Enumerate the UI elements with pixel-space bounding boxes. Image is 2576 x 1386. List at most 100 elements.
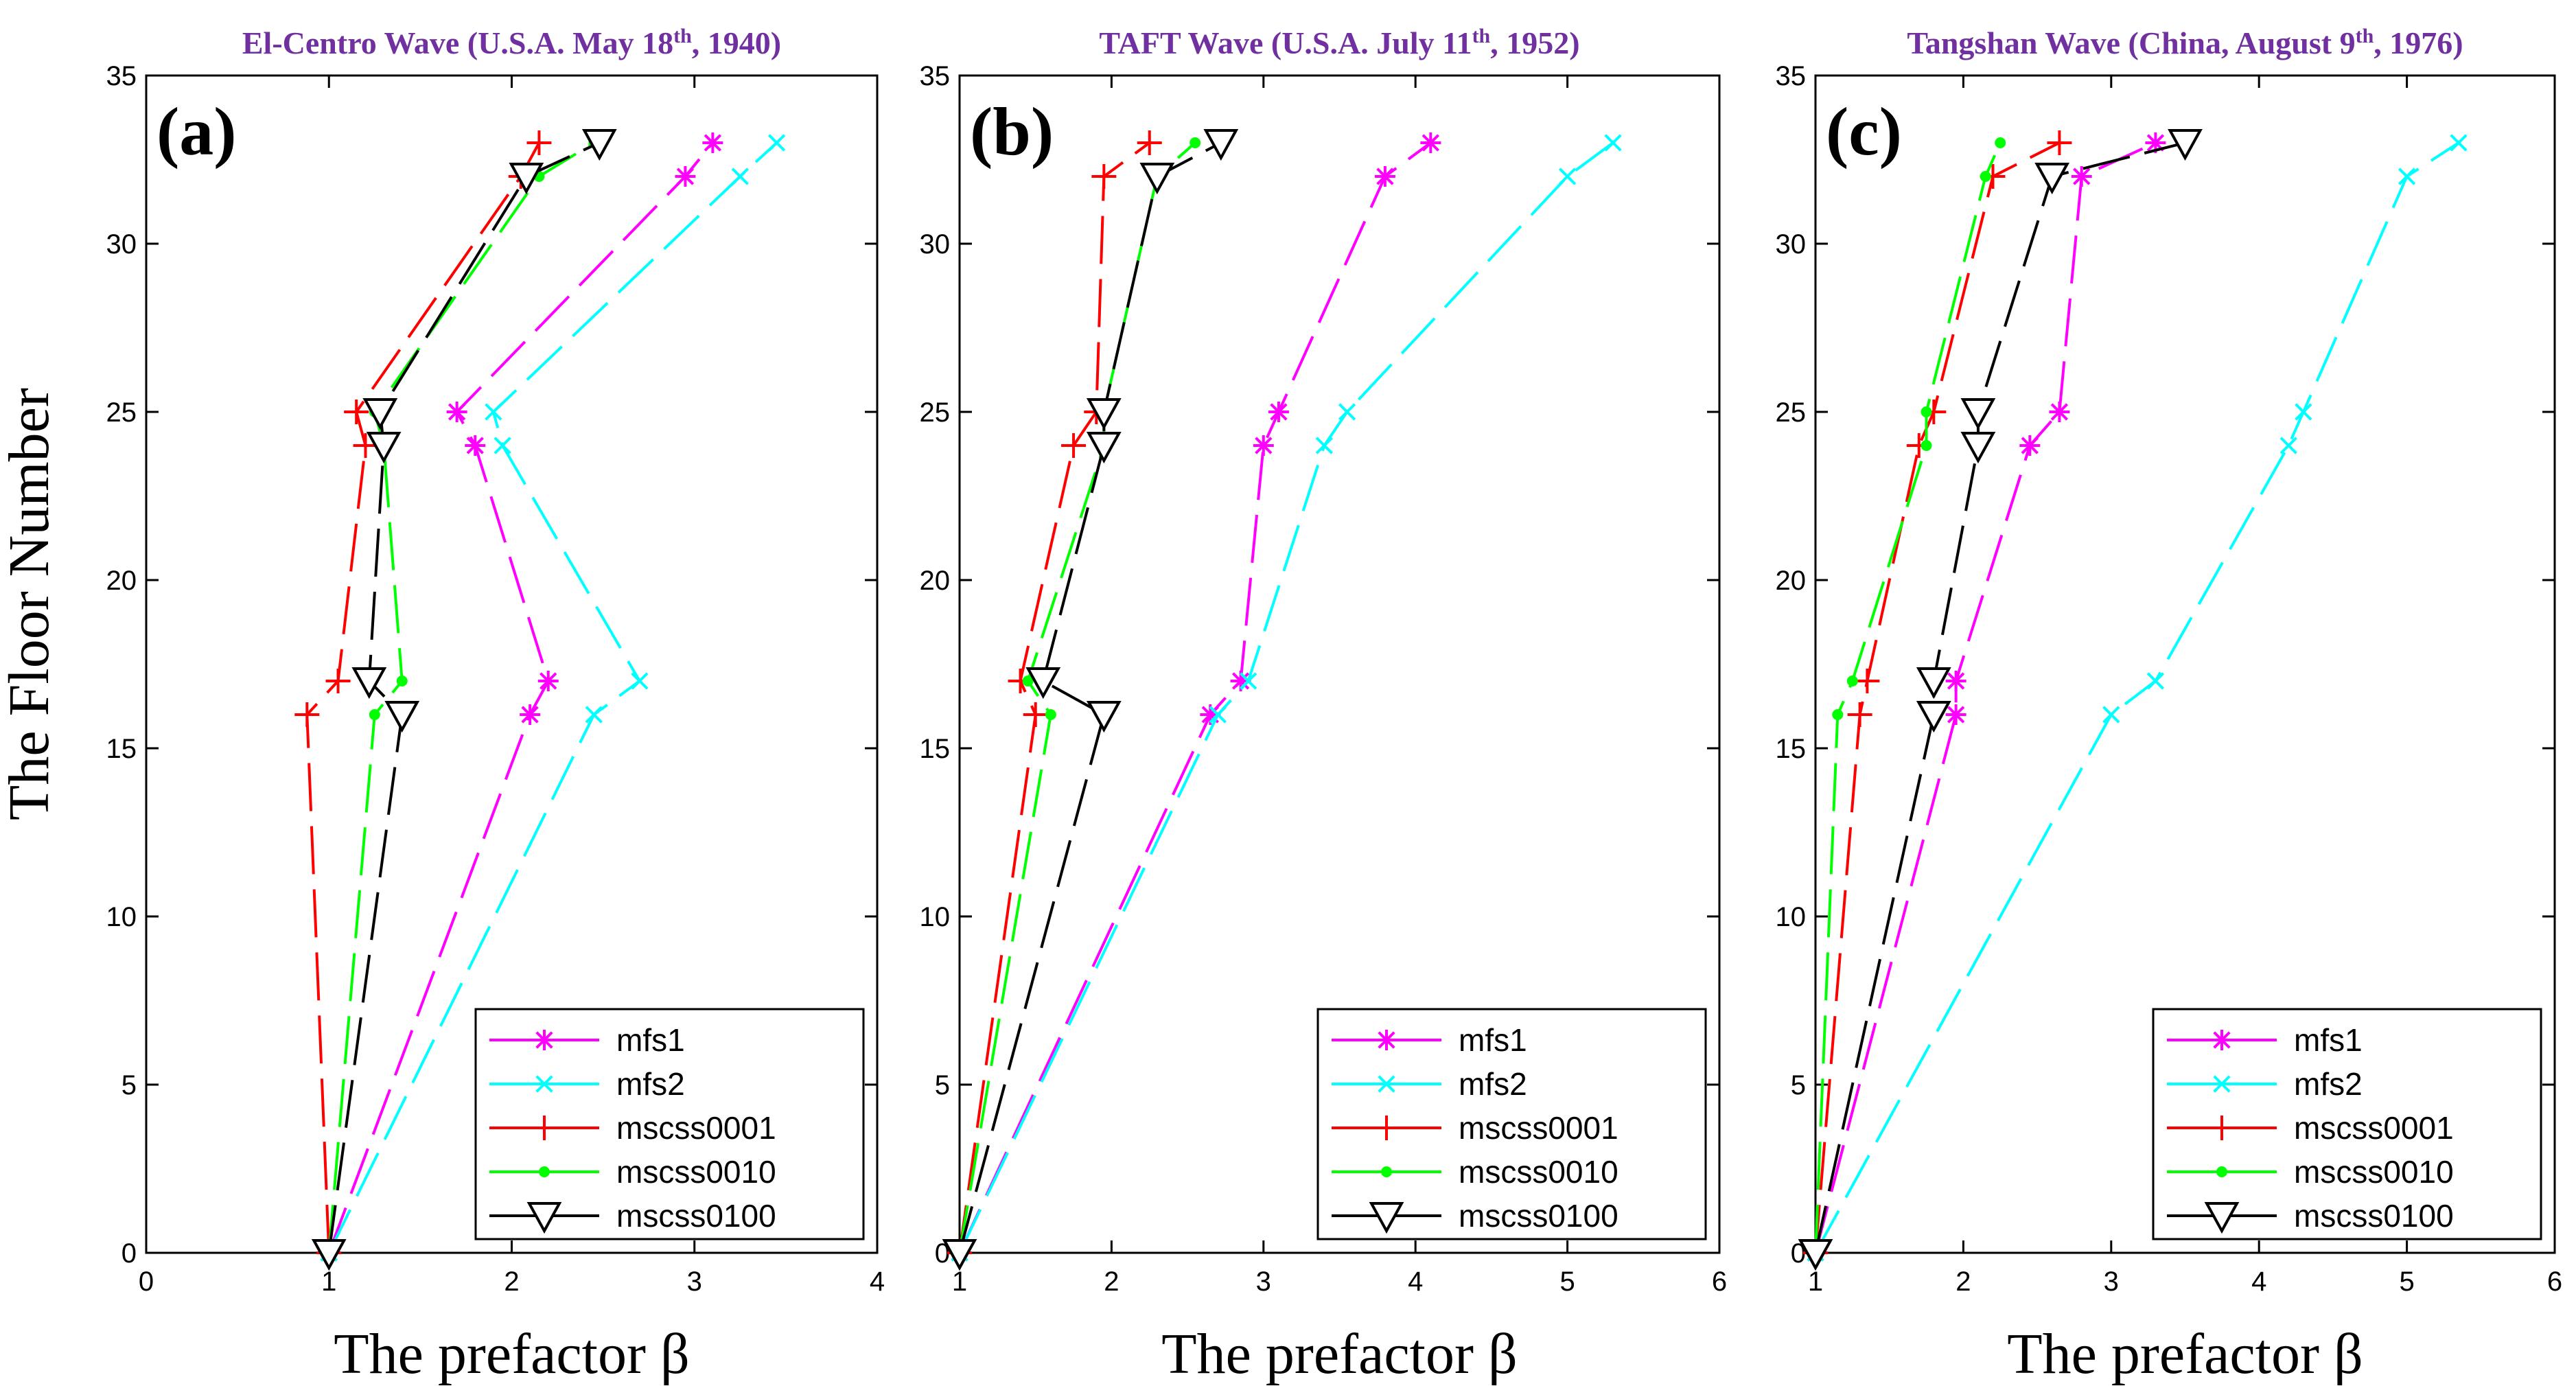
data-point-mfs1 xyxy=(2071,166,2092,187)
legend-marker xyxy=(1381,1166,1392,1177)
legend-entry-mscss0100: mscss0100 xyxy=(2167,1198,2454,1234)
legend-marker-stroke xyxy=(1378,1075,1395,1093)
chart-title-superscript: th xyxy=(673,25,692,47)
data-point-mfs1 xyxy=(1374,166,1395,187)
data-point-mfs1 xyxy=(1420,132,1441,153)
data-point-mfs2-stroke xyxy=(731,168,749,185)
data-point-mfs1 xyxy=(675,166,696,187)
data-point-mfs2 xyxy=(1315,437,1334,454)
legend-marker xyxy=(534,1030,555,1050)
legend: mfs1 mfs2 mscss0001 mscss0010 mscss0100 xyxy=(474,1008,865,1240)
legend-marker xyxy=(539,1166,550,1177)
data-point-mfs1-stroke xyxy=(1422,134,1440,152)
y-tick-label: 35 xyxy=(106,61,137,91)
y-tick-label: 5 xyxy=(935,1070,950,1100)
x-tick-label: 6 xyxy=(1712,1267,1727,1297)
data-point-mfs2-stroke xyxy=(1209,706,1227,724)
y-tick-label: 35 xyxy=(920,61,951,91)
legend-marker xyxy=(2213,1075,2231,1093)
data-point-mscss0010 xyxy=(1045,709,1056,720)
chart-title-end: , 1952) xyxy=(1490,25,1579,60)
data-point-mscss0010 xyxy=(1846,675,1858,686)
data-point-mscss0100 xyxy=(2034,163,2070,195)
data-point-mscss0001 xyxy=(353,433,378,458)
legend-entry-mfs2: mfs2 xyxy=(489,1066,685,1102)
data-point-mfs2-stroke xyxy=(1239,672,1257,690)
data-point-mscss0100 xyxy=(351,667,387,700)
data-point-mfs1-stroke xyxy=(539,672,557,690)
legend-marker-stroke xyxy=(535,1031,553,1049)
data-point-mfs2-stroke xyxy=(1604,134,1622,152)
legend-marker xyxy=(1376,1030,1397,1050)
data-point-mfs2-stroke xyxy=(494,437,511,454)
data-point-mfs2 xyxy=(494,437,511,454)
legend-label: mscss0010 xyxy=(1459,1154,1618,1190)
y-tick-label: 25 xyxy=(106,397,137,428)
data-point-mfs1-stroke xyxy=(1947,672,1965,690)
data-point-mscss0001 xyxy=(1091,164,1117,189)
legend-marker-stroke xyxy=(535,1075,553,1093)
data-point-mfs1-stroke xyxy=(2146,134,2165,152)
data-point-mfs1-stroke xyxy=(2050,403,2069,421)
data-point-mscss0010 xyxy=(1022,675,1034,686)
data-point-mfs1 xyxy=(702,132,723,153)
data-point-mscss0001 xyxy=(526,130,552,155)
legend-label: mscss0001 xyxy=(1459,1110,1618,1146)
legend-entry-mfs1: mfs1 xyxy=(489,1022,685,1058)
data-point-mscss0100 xyxy=(1960,398,1996,430)
legend-label: mscss0001 xyxy=(616,1110,776,1146)
x-tick-label: 3 xyxy=(687,1267,702,1297)
legend-label: mscss0100 xyxy=(1459,1198,1618,1234)
legend-marker xyxy=(1374,1116,1399,1140)
chart-title: Tangshan Wave (China, August 9th, 1976) xyxy=(1907,25,2463,61)
data-point-mscss0100 xyxy=(1203,129,1239,161)
data-point-mscss0100 xyxy=(942,1239,977,1271)
data-point-mfs2-stroke xyxy=(485,403,502,421)
data-point-mfs2 xyxy=(485,403,502,421)
data-point-mfs2 xyxy=(2450,134,2468,152)
chart-title-end: , 1940) xyxy=(692,25,781,60)
legend-label: mfs2 xyxy=(616,1066,685,1102)
data-point-mscss0001 xyxy=(1847,702,1872,727)
data-point-mfs1-stroke xyxy=(2021,437,2039,454)
data-point-mfs1 xyxy=(446,402,467,422)
data-point-mscss0100 xyxy=(581,129,617,161)
chart-title: El-Centro Wave (U.S.A. May 18th, 1940) xyxy=(242,25,781,61)
data-point-mscss0010 xyxy=(369,709,380,720)
data-point-mfs2-stroke xyxy=(2146,672,2165,690)
data-point-mfs2-stroke xyxy=(2279,437,2297,454)
y-tick-label: 15 xyxy=(1776,734,1807,764)
y-tick-label: 25 xyxy=(920,397,951,428)
data-point-mfs1 xyxy=(1945,671,1966,691)
y-tick-label: 10 xyxy=(1776,902,1807,932)
chart-title-superscript: th xyxy=(1472,25,1491,47)
data-point-mscss0001 xyxy=(1137,130,1162,155)
data-point-mscss0100 xyxy=(1139,163,1175,195)
chart-title-main: El-Centro Wave (U.S.A. May 18 xyxy=(242,25,673,60)
data-point-mfs1 xyxy=(1945,704,1966,725)
legend-marker-stroke xyxy=(1378,1031,1395,1049)
y-tick-label: 10 xyxy=(920,902,951,932)
data-point-mfs2 xyxy=(1239,672,1257,690)
data-point-mfs1-stroke xyxy=(1201,706,1219,724)
series-mscss0100 xyxy=(311,129,617,1271)
x-axis-title: The prefactor β xyxy=(1161,1322,1517,1386)
x-tick-label: 5 xyxy=(2399,1267,2414,1297)
data-point-mfs2-stroke xyxy=(1315,437,1334,454)
data-point-mfs1-stroke xyxy=(448,403,466,421)
x-tick-label: 2 xyxy=(1104,1267,1119,1297)
legend-entry-mfs1: mfs1 xyxy=(2167,1022,2363,1058)
data-point-mscss0010 xyxy=(1832,709,1844,720)
chart-title-superscript: th xyxy=(2356,25,2374,47)
legend-label: mfs1 xyxy=(2294,1022,2363,1058)
legend-marker-stroke xyxy=(2213,1031,2231,1049)
data-point-mfs1-stroke xyxy=(1270,403,1288,421)
x-tick-label: 3 xyxy=(2104,1267,2119,1297)
data-point-mfs2-stroke xyxy=(1558,168,1577,185)
data-point-mfs1-stroke xyxy=(676,168,695,185)
legend-entry-mscss0001: mscss0001 xyxy=(1332,1110,1618,1146)
data-point-mscss0010 xyxy=(1921,440,1932,451)
legend-entry-mfs1: mfs1 xyxy=(1332,1022,1527,1058)
